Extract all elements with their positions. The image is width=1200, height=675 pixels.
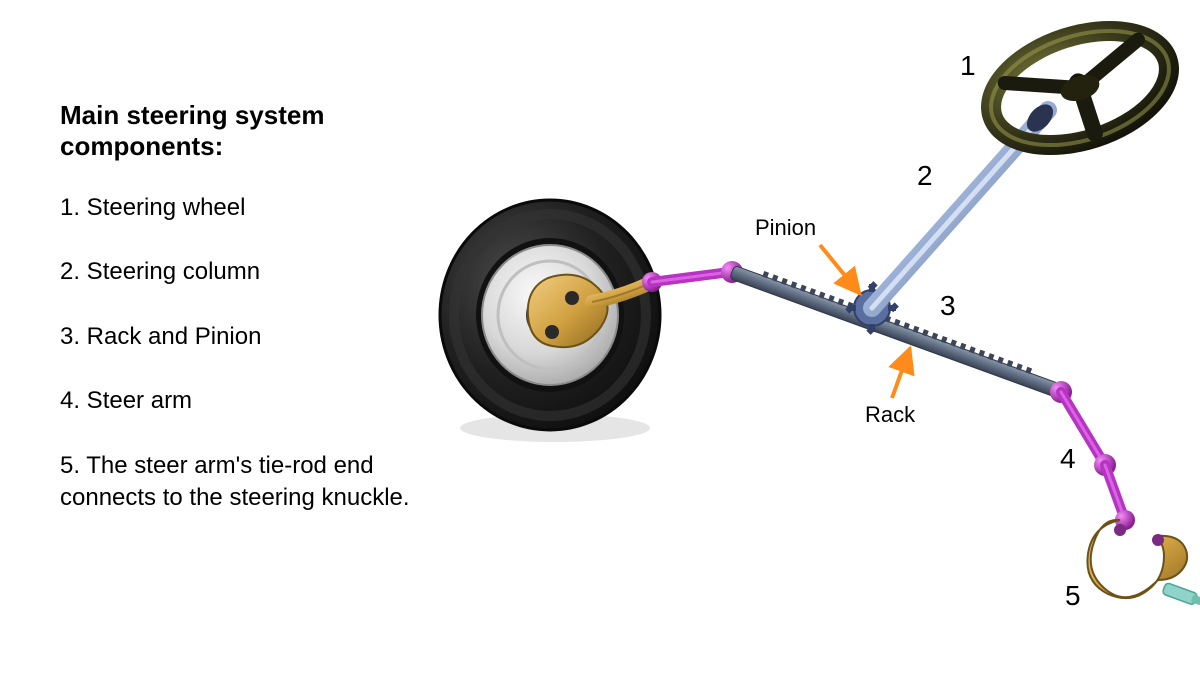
num-4: 4 [1060, 443, 1076, 474]
num-2: 2 [917, 160, 933, 191]
pinion-label: Pinion [755, 215, 816, 240]
num-1: 1 [960, 50, 976, 81]
num-5: 5 [1065, 580, 1081, 611]
right-knuckle [1087, 520, 1200, 607]
legend-column: Main steering system components: 1. Stee… [60, 100, 420, 546]
steering-diagram: Pinion Rack 1 2 3 4 5 [420, 10, 1200, 665]
legend-item-5: 5. The steer arm's tie-rod end connects … [60, 450, 420, 515]
rack-arrow [892, 348, 910, 398]
legend-item-4: 4. Steer arm [60, 385, 420, 417]
steering-column [872, 99, 1058, 308]
figure-canvas: Main steering system components: 1. Stee… [0, 0, 1200, 675]
legend-item-1: 1. Steering wheel [60, 192, 420, 224]
num-3: 3 [940, 290, 956, 321]
left-tie-rod [642, 261, 743, 292]
tire-assembly [440, 200, 660, 430]
steering-wheel [976, 10, 1183, 166]
pinion-arrow [820, 245, 860, 294]
rack-label: Rack [865, 402, 916, 427]
title: Main steering system components: [60, 100, 420, 162]
legend-item-2: 2. Steering column [60, 256, 420, 288]
legend-item-3: 3. Rack and Pinion [60, 321, 420, 353]
